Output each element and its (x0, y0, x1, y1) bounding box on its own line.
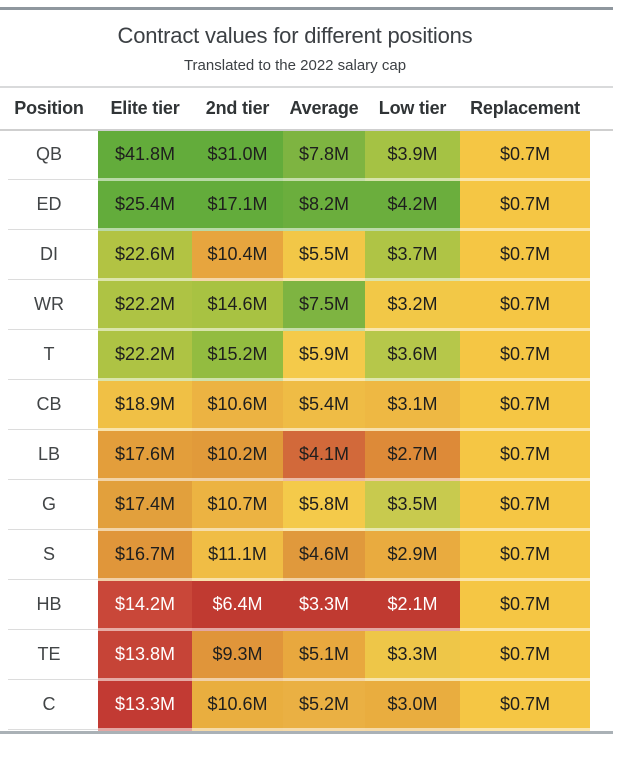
heatmap-cell-t-replacement: $0.7M (460, 331, 590, 381)
heatmap-cell-hb-average: $3.3M (283, 581, 365, 631)
heatmap-cell-cb-average: $5.4M (283, 381, 365, 431)
heatmap-cell-qb-elite-tier: $41.8M (98, 131, 192, 181)
heatmap-cell-cb-2nd-tier: $10.6M (192, 381, 283, 431)
heatmap-cell-di-low-tier: $3.7M (365, 231, 460, 281)
heatmap-cell-g-low-tier: $3.5M (365, 481, 460, 531)
heatmap-cell-ed-elite-tier: $25.4M (98, 181, 192, 231)
heatmap-cell-t-low-tier: $3.6M (365, 331, 460, 381)
table-row-hb: HB $14.2M $6.4M $3.3M $2.1M $0.7M (0, 581, 590, 631)
heatmap-cell-t-elite-tier: $22.2M (98, 331, 192, 381)
row-label-wr: WR (0, 281, 98, 331)
row-label-di: DI (0, 231, 98, 281)
table-row-di: DI $22.6M $10.4M $5.5M $3.7M $0.7M (0, 231, 590, 281)
heatmap-cell-g-elite-tier: $17.4M (98, 481, 192, 531)
row-label-g: G (0, 481, 98, 531)
row-label-c: C (0, 681, 98, 731)
table-row-c: C $13.3M $10.6M $5.2M $3.0M $0.7M (0, 681, 590, 731)
heatmap-cell-te-replacement: $0.7M (460, 631, 590, 681)
heatmap-cell-te-2nd-tier: $9.3M (192, 631, 283, 681)
row-label-cb: CB (0, 381, 98, 431)
column-header-position: Position (14, 98, 84, 118)
heatmap-cell-wr-elite-tier: $22.2M (98, 281, 192, 331)
contract-values-heatmap: Contract values for different positions … (0, 7, 617, 757)
heatmap-cell-t-average: $5.9M (283, 331, 365, 381)
heatmap-cell-te-low-tier: $3.3M (365, 631, 460, 681)
row-label-lb: LB (0, 431, 98, 481)
chart-title: Contract values for different positions (117, 23, 473, 48)
heatmap-cell-c-low-tier: $3.0M (365, 681, 460, 731)
heatmap-cell-g-replacement: $0.7M (460, 481, 590, 531)
heatmap-cell-di-average: $5.5M (283, 231, 365, 281)
table-row-lb: LB $17.6M $10.2M $4.1M $2.7M $0.7M (0, 431, 590, 481)
table-row-wr: WR $22.2M $14.6M $7.5M $3.2M $0.7M (0, 281, 590, 331)
heatmap-cell-c-elite-tier: $13.3M (98, 681, 192, 731)
heatmap-cell-cb-elite-tier: $18.9M (98, 381, 192, 431)
heatmap-cell-hb-replacement: $0.7M (460, 581, 590, 631)
table-row-te: TE $13.8M $9.3M $5.1M $3.3M $0.7M (0, 631, 590, 681)
heatmap-cell-s-replacement: $0.7M (460, 531, 590, 581)
heatmap-cell-ed-low-tier: $4.2M (365, 181, 460, 231)
heatmap-cell-lb-2nd-tier: $10.2M (192, 431, 283, 481)
heatmap-cell-ed-2nd-tier: $17.1M (192, 181, 283, 231)
heatmap-cell-wr-2nd-tier: $14.6M (192, 281, 283, 331)
heatmap-cell-qb-replacement: $0.7M (460, 131, 590, 181)
heatmap-cell-c-average: $5.2M (283, 681, 365, 731)
heatmap-cell-te-elite-tier: $13.8M (98, 631, 192, 681)
column-header-replacement: Replacement (470, 98, 580, 118)
heatmap-cell-lb-elite-tier: $17.6M (98, 431, 192, 481)
heatmap-cell-cb-replacement: $0.7M (460, 381, 590, 431)
heatmap-cell-di-2nd-tier: $10.4M (192, 231, 283, 281)
column-header-elite-tier: Elite tier (110, 98, 180, 118)
heatmap-cell-g-average: $5.8M (283, 481, 365, 531)
heatmap-cell-wr-replacement: $0.7M (460, 281, 590, 331)
heatmap-cell-hb-elite-tier: $14.2M (98, 581, 192, 631)
heatmap-cell-ed-replacement: $0.7M (460, 181, 590, 231)
heatmap-cell-wr-low-tier: $3.2M (365, 281, 460, 331)
table-row-ed: ED $25.4M $17.1M $8.2M $4.2M $0.7M (0, 181, 590, 231)
heatmap-cell-wr-average: $7.5M (283, 281, 365, 331)
table-row-qb: QB $41.8M $31.0M $7.8M $3.9M $0.7M (0, 131, 590, 181)
heatmap-cell-hb-low-tier: $2.1M (365, 581, 460, 631)
heatmap-cell-c-2nd-tier: $10.6M (192, 681, 283, 731)
row-label-ed: ED (0, 181, 98, 231)
heatmap-cell-di-replacement: $0.7M (460, 231, 590, 281)
heatmap-cell-g-2nd-tier: $10.7M (192, 481, 283, 531)
table-row-g: G $17.4M $10.7M $5.8M $3.5M $0.7M (0, 481, 590, 531)
heatmap-cell-s-2nd-tier: $11.1M (192, 531, 283, 581)
heatmap-cell-hb-2nd-tier: $6.4M (192, 581, 283, 631)
row-label-qb: QB (0, 131, 98, 181)
column-header-average: Average (289, 98, 359, 118)
table-row-cb: CB $18.9M $10.6M $5.4M $3.1M $0.7M (0, 381, 590, 431)
header-row: Position Elite tier 2nd tier Average Low tie… (0, 88, 613, 131)
heatmap-cell-lb-replacement: $0.7M (460, 431, 590, 481)
row-label-hb: HB (0, 581, 98, 631)
table-row-s: S $16.7M $11.1M $4.6M $2.9M $0.7M (0, 531, 590, 581)
heatmap-cell-qb-2nd-tier: $31.0M (192, 131, 283, 181)
column-header-2nd-tier: 2nd tier (205, 98, 270, 118)
heatmap-cell-di-elite-tier: $22.6M (98, 231, 192, 281)
subtitle-divider (0, 86, 613, 88)
row-label-s: S (0, 531, 98, 581)
table-row-t: T $22.2M $15.2M $5.9M $3.6M $0.7M (0, 331, 590, 381)
row-label-te: TE (0, 631, 98, 681)
heatmap-cell-c-replacement: $0.7M (460, 681, 590, 731)
top-rule-divider (0, 7, 613, 10)
heatmap-cell-qb-average: $7.8M (283, 131, 365, 181)
heatmap-cell-ed-average: $8.2M (283, 181, 365, 231)
heatmap-cell-s-low-tier: $2.9M (365, 531, 460, 581)
heatmap-cell-s-elite-tier: $16.7M (98, 531, 192, 581)
row-label-t: T (0, 331, 98, 381)
heatmap-cell-lb-average: $4.1M (283, 431, 365, 481)
bottom-rule-divider (0, 731, 613, 734)
heatmap-cell-s-average: $4.6M (283, 531, 365, 581)
chart-subtitle: Translated to the 2022 salary cap (183, 57, 407, 74)
heatmap-cell-te-average: $5.1M (283, 631, 365, 681)
table-body: QB $41.8M $31.0M $7.8M $3.9M $0.7M ED $25.4M $17… (0, 131, 617, 731)
heatmap-cell-qb-low-tier: $3.9M (365, 131, 460, 181)
column-header-low-tier: Low tier (378, 98, 447, 118)
heatmap-cell-t-2nd-tier: $15.2M (192, 331, 283, 381)
heatmap-cell-lb-low-tier: $2.7M (365, 431, 460, 481)
heatmap-cell-cb-low-tier: $3.1M (365, 381, 460, 431)
